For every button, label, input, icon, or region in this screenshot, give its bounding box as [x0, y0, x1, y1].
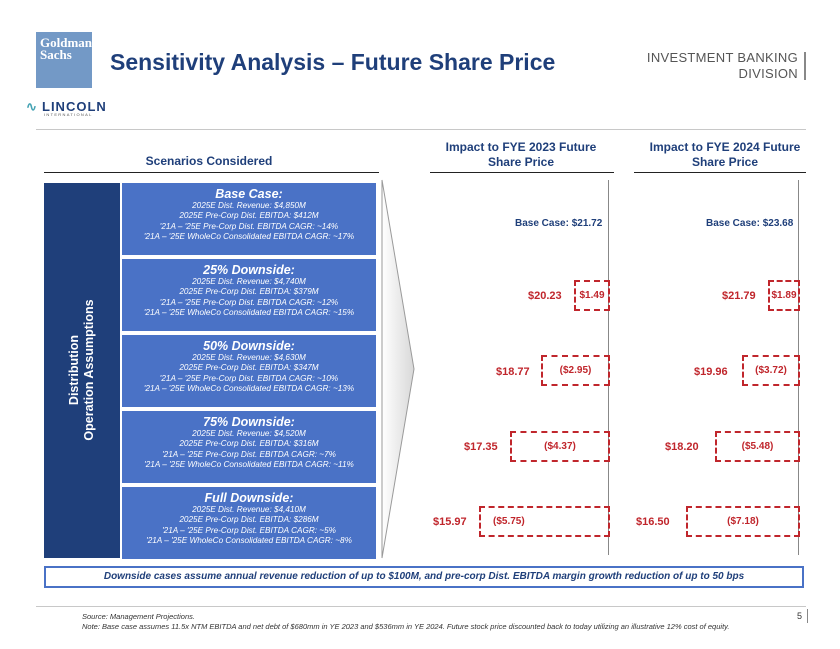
division-line-2: DIVISION — [738, 66, 798, 81]
page-number: 5 — [796, 611, 802, 621]
scenario-cagr: '21A – '25E Pre-Corp Dist. EBITDA CAGR: … — [159, 297, 339, 307]
lincoln-logo: ∿ LINCOLN — [22, 99, 107, 115]
scenario-cagr: '21A – '25E Pre-Corp Dist. EBITDA CAGR: … — [159, 373, 339, 383]
scenarios-header: Scenarios Considered — [145, 154, 273, 168]
scenario-ebitda: 2025E Pre-Corp Dist. EBITDA: $316M — [179, 439, 319, 449]
scenario-box-base-case: Base Case: 2025E Dist. Revenue: $4,850M … — [122, 183, 376, 255]
chevron-arrow-icon — [381, 179, 415, 559]
downside-assumption-note: Downside cases assume annual revenue red… — [44, 566, 804, 588]
scenario-title: 75% Downside: — [203, 415, 295, 429]
goldman-sachs-logo: Goldman Sachs — [36, 32, 92, 88]
scenario-revenue: 2025E Dist. Revenue: $4,850M — [192, 201, 306, 210]
page-title: Sensitivity Analysis – Future Share Pric… — [110, 49, 556, 75]
fye2023-price-25-downside: $20.23 — [528, 290, 562, 302]
page-number-divider — [807, 609, 808, 623]
scenario-wholeco-cagr: '21A – '25E WholeCo Consolidated EBITDA … — [143, 232, 355, 242]
scenario-cagr: '21A – '25E Pre-Corp Dist. EBITDA CAGR: … — [159, 221, 339, 231]
fye2023-impact-full-downside: ($5.75) — [479, 506, 610, 537]
scenario-wholeco-cagr: '21A – '25E WholeCo Consolidated EBITDA … — [143, 384, 355, 394]
scenario-revenue: 2025E Dist. Revenue: $4,740M — [192, 277, 306, 286]
scenario-wholeco-cagr: '21A – '25E WholeCo Consolidated EBITDA … — [144, 460, 354, 470]
scenario-title: 50% Downside: — [203, 339, 295, 353]
scenarios-header-rule — [44, 172, 379, 173]
side-label-line-2: Operation Assumptions — [82, 299, 96, 441]
fye2024-base-case-label: Base Case: $23.68 — [706, 218, 794, 229]
logo-line-2: Sachs — [40, 47, 72, 62]
fye2023-header-line-2: Share Price — [487, 155, 555, 169]
fye2024-header: Impact to FYE 2024 Future Share Price — [634, 140, 816, 170]
methodology-note: Note: Base case assumes 11.5x NTM EBITDA… — [82, 621, 730, 631]
fye2023-header-line-1: Impact to FYE 2023 Future — [445, 140, 597, 154]
scenario-wholeco-cagr: '21A – '25E WholeCo Consolidated EBITDA … — [146, 536, 352, 546]
fye2024-price-25-downside: $21.79 — [722, 290, 756, 302]
header-divider — [36, 129, 806, 130]
scenario-ebitda: 2025E Pre-Corp Dist. EBITDA: $286M — [179, 515, 319, 525]
scenario-ebitda: 2025E Pre-Corp Dist. EBITDA: $347M — [179, 363, 319, 373]
fye2024-header-line-1: Impact to FYE 2024 Future — [649, 140, 801, 154]
scenario-box-50-downside: 50% Downside: 2025E Dist. Revenue: $4,63… — [122, 335, 376, 407]
fye2023-header: Impact to FYE 2023 Future Share Price — [430, 140, 612, 170]
fye2023-header-rule — [430, 172, 614, 173]
scenario-revenue: 2025E Dist. Revenue: $4,630M — [192, 353, 306, 362]
lincoln-subtitle: INTERNATIONAL — [44, 112, 93, 117]
scenario-wholeco-cagr: '21A – '25E WholeCo Consolidated EBITDA … — [143, 308, 355, 318]
fye2024-header-line-2: Share Price — [691, 155, 759, 169]
fye2023-impact-25-downside: $1.49 — [574, 280, 610, 311]
fye2024-impact-50-downside: ($3.72) — [742, 355, 800, 386]
fye2023-impact-75-downside: ($4.37) — [510, 431, 610, 462]
scenario-box-full-downside: Full Downside: 2025E Dist. Revenue: $4,4… — [122, 487, 376, 559]
scenario-title: Full Downside: — [204, 491, 294, 505]
side-label-line-1: Distribution — [67, 334, 81, 406]
division-line-1: INVESTMENT BANKING — [646, 50, 798, 65]
division-label: INVESTMENT BANKING DIVISION — [646, 50, 806, 82]
lincoln-wave-icon: ∿ — [26, 99, 38, 114]
fye2024-price-50-downside: $19.96 — [694, 366, 728, 378]
fye2024-price-75-downside: $18.20 — [665, 441, 699, 453]
scenario-cagr: '21A – '25E Pre-Corp Dist. EBITDA CAGR: … — [162, 449, 336, 459]
fye2023-price-50-downside: $18.77 — [496, 366, 530, 378]
footer-divider — [36, 606, 806, 607]
fye2024-price-full-downside: $16.50 — [636, 516, 670, 528]
scenario-ebitda: 2025E Pre-Corp Dist. EBITDA: $412M — [179, 211, 319, 221]
lincoln-name: LINCOLN — [42, 99, 107, 114]
fye2024-impact-75-downside: ($5.48) — [715, 431, 800, 462]
scenario-box-25-downside: 25% Downside: 2025E Dist. Revenue: $4,74… — [122, 259, 376, 331]
fye2024-impact-25-downside: $1.89 — [768, 280, 800, 311]
scenario-cagr: '21A – '25E Pre-Corp Dist. EBITDA CAGR: … — [162, 525, 336, 535]
scenario-title: 25% Downside: — [203, 263, 295, 277]
fye2023-price-75-downside: $17.35 — [464, 441, 498, 453]
logo-line-1: Goldman — [40, 35, 93, 50]
scenario-revenue: 2025E Dist. Revenue: $4,520M — [192, 429, 306, 438]
source-note: Source: Management Projections. — [82, 612, 195, 621]
fye2024-header-rule — [634, 172, 806, 173]
footnotes: Source: Management Projections. Note: Ba… — [82, 612, 782, 631]
distribution-assumptions-label: Distribution Operation Assumptions — [67, 185, 97, 555]
division-divider — [804, 52, 806, 80]
fye2023-base-case-label: Base Case: $21.72 — [515, 218, 603, 229]
scenario-title: Base Case: — [215, 187, 283, 201]
scenario-box-75-downside: 75% Downside: 2025E Dist. Revenue: $4,52… — [122, 411, 376, 483]
distribution-assumptions-band — [44, 183, 120, 558]
fye2024-impact-full-downside: ($7.18) — [686, 506, 800, 537]
fye2023-impact-50-downside: ($2.95) — [541, 355, 610, 386]
fye2023-price-full-downside: $15.97 — [433, 516, 467, 528]
scenario-revenue: 2025E Dist. Revenue: $4,410M — [192, 505, 306, 514]
scenario-ebitda: 2025E Pre-Corp Dist. EBITDA: $379M — [179, 287, 319, 297]
